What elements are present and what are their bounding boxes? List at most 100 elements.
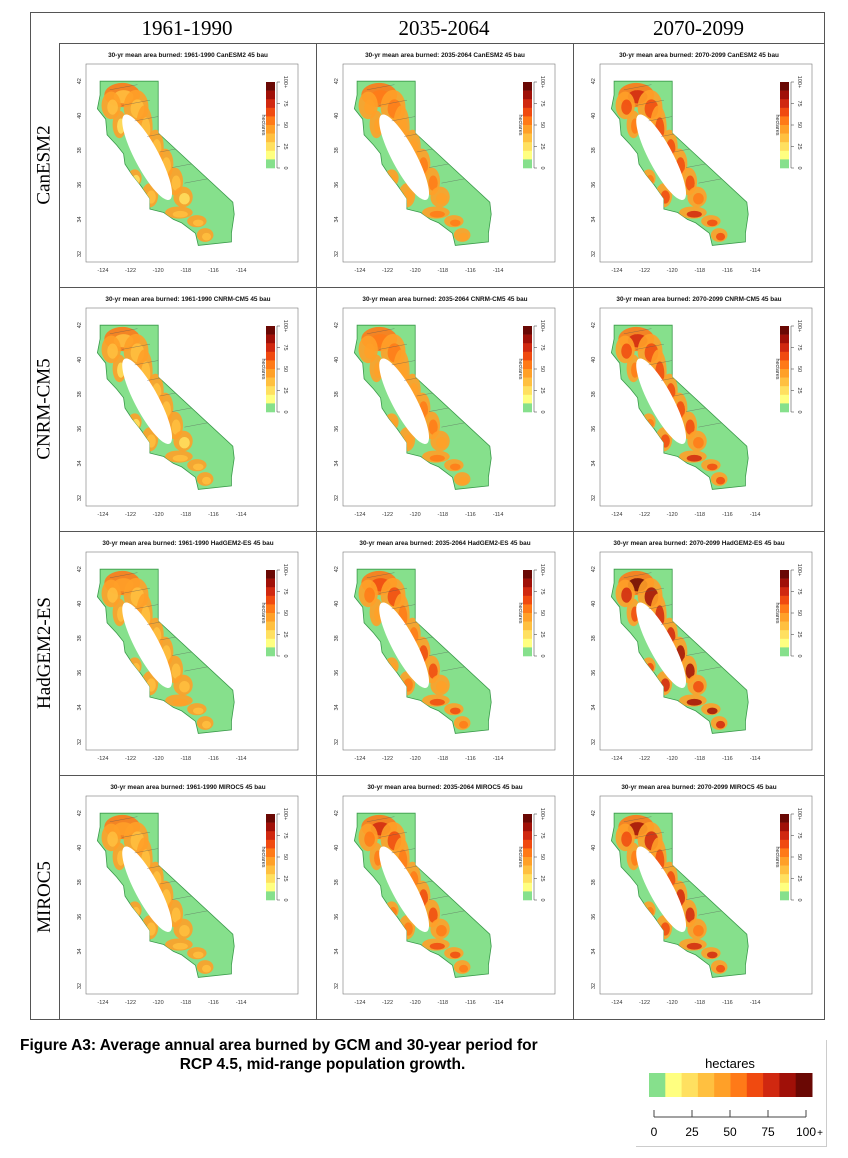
burn-hotspot (389, 418, 397, 429)
legend-tick-label: 0 (796, 654, 802, 657)
county-line (134, 359, 163, 366)
legend-swatch (266, 386, 275, 396)
central-valley (636, 846, 687, 932)
legend-swatch (523, 107, 532, 117)
burn-hotspot (172, 210, 188, 218)
x-tick-label: -122 (382, 268, 393, 274)
burned-area-map: 42 40 38 36 34 32 -124 -122 -120 -118 -116 -114 hect… (77, 795, 299, 1006)
legend-tick-label: 25 (796, 631, 802, 637)
legend-swatch (780, 386, 789, 396)
legend-tick-label: 100+ (282, 320, 288, 332)
y-tick-label: 38 (334, 147, 340, 153)
burn-hotspot (179, 436, 190, 449)
x-tick-label: -116 (722, 756, 733, 762)
legend-tick-label: 0 (539, 898, 545, 901)
burn-hotspot (660, 434, 670, 448)
legend-swatch (266, 874, 275, 884)
fire-intensity-layer (358, 814, 471, 974)
county-line (379, 100, 407, 106)
burn-hotspot (693, 680, 704, 693)
county-line (379, 832, 407, 838)
legend-tick-label: 25 (796, 143, 802, 149)
x-tick-label: -124 (611, 756, 622, 762)
burn-hotspot (646, 662, 654, 673)
y-tick-label: 32 (591, 495, 597, 501)
burn-hotspot (107, 343, 118, 359)
row-label: CNRM-CM5 (34, 358, 56, 460)
row-header-canesm2: CanESM2 (31, 43, 59, 287)
legend-swatch (780, 822, 789, 832)
legend-tick-label: 25 (539, 875, 545, 881)
legend-swatch (763, 1073, 780, 1097)
y-tick-label: 32 (334, 983, 340, 989)
legend-tick-label: 25 (796, 875, 802, 881)
central-valley (122, 358, 173, 444)
burn-hotspot (171, 419, 181, 435)
panel-title: 30-yr mean area burned: 2070-2099 HadGEM… (613, 540, 785, 547)
legend-tick-label: 0 (282, 166, 288, 169)
y-tick-label: 36 (591, 182, 597, 188)
legend-swatch (523, 604, 532, 614)
legend-title: hectares (705, 1056, 755, 1071)
burn-hotspot (436, 680, 447, 693)
burn-hotspot (685, 175, 695, 191)
burn-hotspot (458, 476, 469, 485)
x-tick-label: -118 (438, 268, 449, 274)
fire-intensity-layer (358, 326, 471, 486)
burn-hotspot (660, 678, 670, 692)
plot-frame (599, 63, 813, 263)
plot-frame (342, 795, 556, 995)
column-header-2035-2064: 2035-2064 (398, 16, 490, 40)
x-tick-label: -120 (153, 1000, 164, 1006)
x-tick-label: -122 (382, 756, 393, 762)
y-tick-label: 40 (334, 113, 340, 119)
x-tick-label: -118 (695, 512, 706, 518)
burn-hotspot (389, 662, 397, 673)
burned-area-map: 42 40 38 36 34 32 -124 -122 -120 -118 -116 -114 hect… (334, 63, 556, 274)
y-tick-label: 36 (591, 670, 597, 676)
legend-swatch (266, 647, 275, 657)
legend-swatch (266, 882, 275, 892)
legend-swatch (266, 90, 275, 100)
legend-tick-label: 0 (796, 166, 802, 169)
burn-hotspot (179, 192, 190, 205)
burn-hotspot (201, 476, 212, 485)
legend-swatch (780, 857, 789, 866)
x-tick-label: -114 (236, 756, 247, 762)
legend-swatch (780, 82, 789, 91)
y-tick-label: 40 (77, 113, 83, 119)
legend-title: hectares (517, 358, 523, 379)
legend-swatch (523, 403, 532, 413)
burn-hotspot (660, 922, 670, 936)
county-line (623, 84, 652, 90)
legend-swatch (523, 638, 532, 648)
legend-swatch (780, 90, 789, 100)
y-tick-label: 42 (77, 566, 83, 572)
burn-hotspot (715, 720, 726, 729)
legend-swatch (780, 394, 789, 404)
burn-hotspot (146, 190, 156, 204)
fire-intensity-layer (615, 82, 728, 242)
county-line (184, 909, 213, 916)
x-tick-label: -122 (382, 1000, 393, 1006)
y-tick-label: 38 (77, 879, 83, 885)
y-tick-label: 36 (591, 914, 597, 920)
legend-swatch (266, 99, 275, 109)
y-tick-label: 42 (77, 78, 83, 84)
burn-hotspot (403, 434, 413, 448)
county-line (366, 572, 395, 578)
legend-tick-label: 75 (539, 832, 545, 838)
y-tick-label: 34 (334, 704, 340, 710)
legend-swatch (780, 159, 789, 169)
legend-tick-label: 75 (539, 344, 545, 350)
burn-hotspot (685, 419, 695, 435)
y-tick-label: 36 (334, 182, 340, 188)
x-tick-label: -118 (438, 1000, 449, 1006)
legend-tick-label: 25 (282, 875, 288, 881)
x-tick-label: -124 (97, 756, 108, 762)
y-tick-label: 36 (77, 914, 83, 920)
burn-hotspot (364, 831, 375, 847)
burn-hotspot (192, 951, 204, 959)
x-tick-label: -120 (410, 512, 421, 518)
county-line (441, 177, 470, 184)
